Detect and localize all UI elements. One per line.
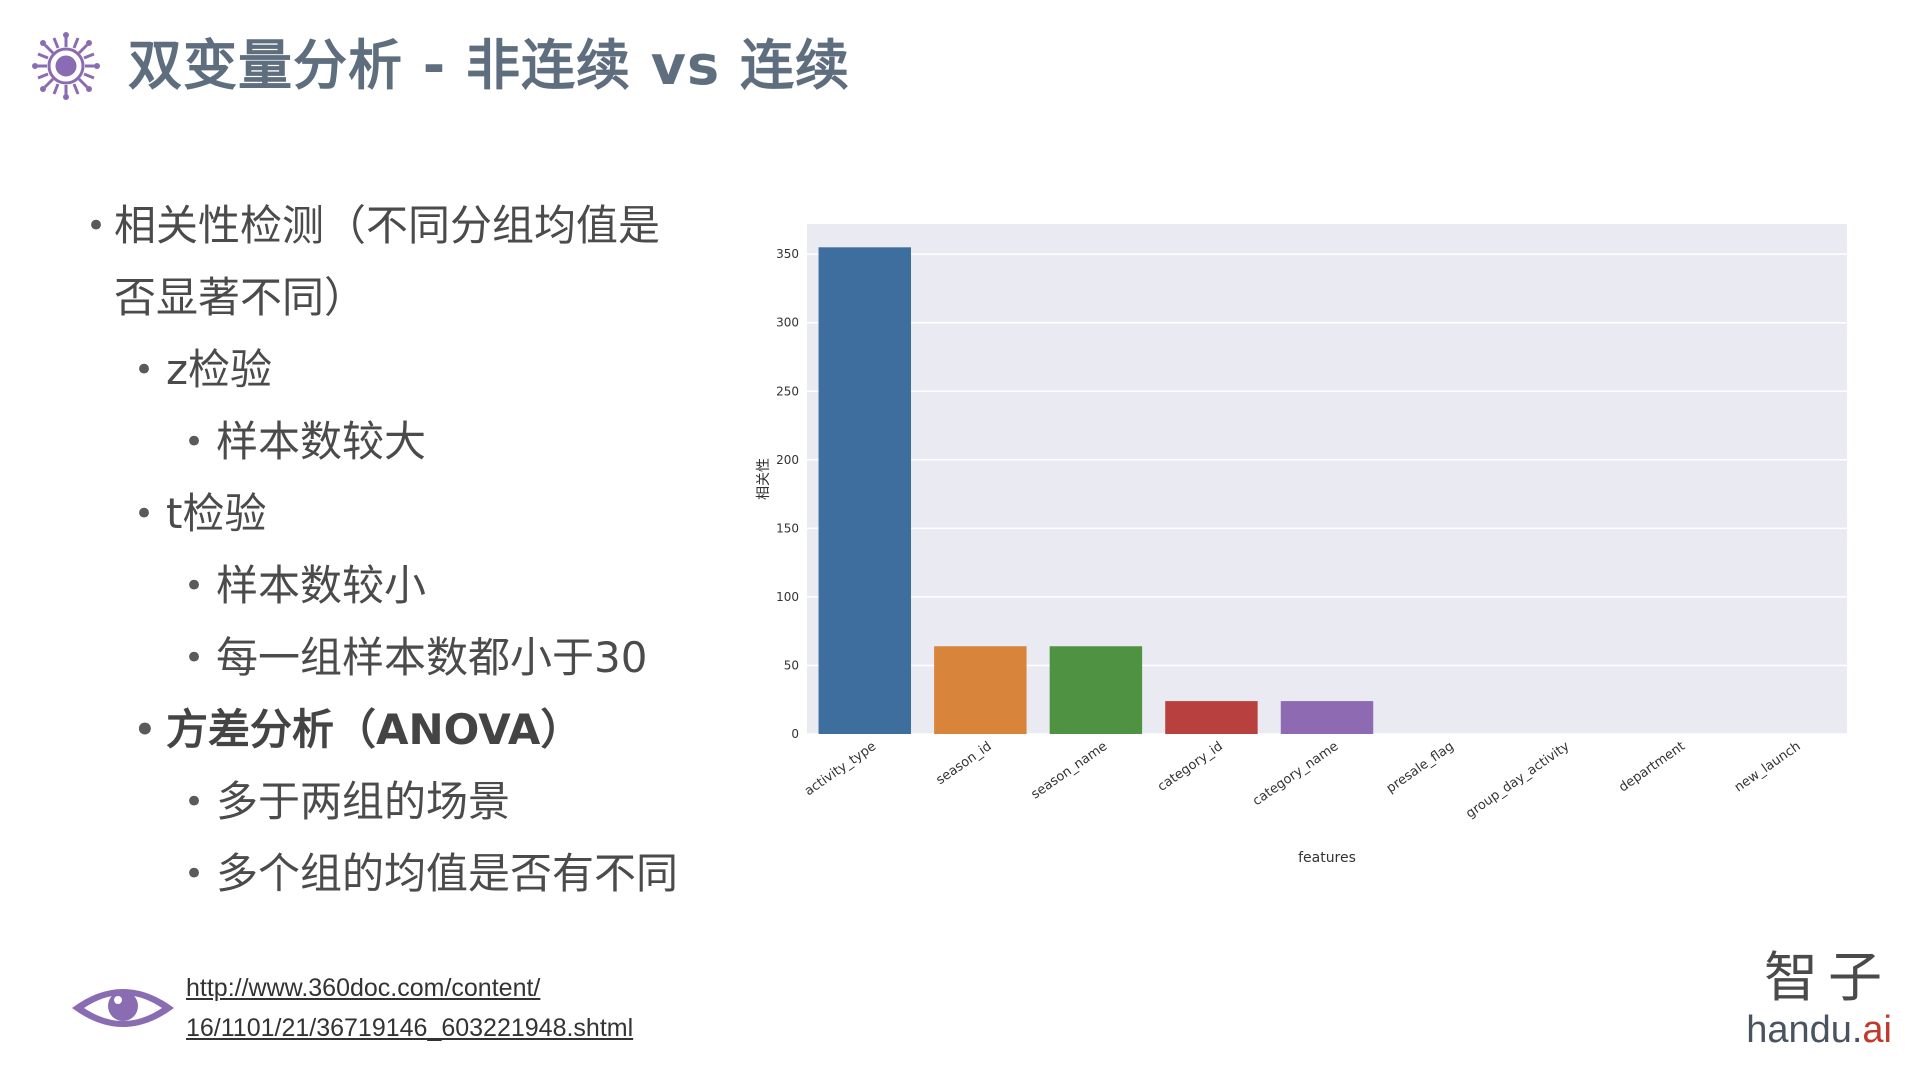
- x-tick-label: presale_flag: [1384, 739, 1457, 796]
- x-tick-label: group_day_activity: [1463, 739, 1572, 822]
- logo-english-accent: ai: [1862, 1009, 1892, 1051]
- y-tick-label: 200: [776, 453, 799, 467]
- y-tick-label: 100: [776, 590, 799, 604]
- logo: 智子 handu.ai: [1746, 948, 1892, 1052]
- x-tick-label: department: [1616, 739, 1688, 795]
- reference-link[interactable]: http://www.360doc.com/content/ 16/1101/2…: [186, 968, 633, 1048]
- y-tick-labels: 0 50 100 150 200 250 300 350: [776, 247, 799, 741]
- logo-english-main: handu.: [1746, 1009, 1863, 1051]
- y-tick-label: 250: [776, 384, 799, 398]
- bar-category-id: [1165, 701, 1258, 734]
- x-tick-label: season_name: [1029, 739, 1111, 802]
- bar-category-name: [1280, 701, 1374, 734]
- x-tick-label: activity_type: [802, 739, 879, 799]
- bullet-list: 相关性检测（不同分组均值是 否显著不同） z检验 样本数较大 t检验 样本数较小…: [82, 190, 702, 910]
- x-tick-label: season_id: [934, 739, 995, 788]
- y-axis-label: 相关性: [756, 458, 772, 500]
- x-tick-label: category_name: [1250, 739, 1341, 809]
- y-tick-label: 50: [784, 658, 799, 672]
- x-tick-label: category_id: [1155, 739, 1226, 795]
- bullet-t-test: t检验: [82, 478, 702, 550]
- bars: [818, 247, 1374, 734]
- bar-season-name: [1049, 646, 1143, 734]
- bullet-text-continued: 否显著不同）: [114, 273, 367, 322]
- bullet-z-test: z检验: [82, 334, 702, 406]
- y-tick-label: 300: [776, 316, 799, 330]
- bullet-t-test-detail-1: 样本数较小: [82, 550, 702, 622]
- bullet-text: 相关性检测（不同分组均值是: [114, 201, 661, 250]
- bullet-correlation-test: 相关性检测（不同分组均值是 否显著不同）: [82, 190, 702, 334]
- correlation-bar-chart: 0 50 100 150 200 250 300 350 activity_type seaso…: [756, 224, 1847, 866]
- x-tick-labels: activity_type season_id season_name categor…: [802, 739, 1803, 822]
- virus-gear-icon: [32, 32, 100, 100]
- reference-link-line-2[interactable]: 16/1101/21/36719146_603221948.shtml: [186, 1014, 634, 1042]
- bullet-t-test-detail-2: 每一组样本数都小于30: [82, 622, 702, 694]
- bullet-anova-detail-2: 多个组的均值是否有不同: [82, 838, 702, 910]
- x-tick-label: new_launch: [1732, 739, 1804, 795]
- bar-activity-type: [818, 247, 911, 734]
- bullet-anova-detail-1: 多于两组的场景: [82, 766, 702, 838]
- eye-icon: [72, 989, 174, 1027]
- y-tick-label: 350: [776, 247, 799, 261]
- bullet-z-test-detail: 样本数较大: [82, 406, 702, 478]
- logo-english: handu.ai: [1746, 1008, 1892, 1052]
- bullet-anova: 方差分析（ANOVA）: [82, 694, 702, 766]
- bar-season-id: [934, 646, 1027, 734]
- x-axis-label: features: [1298, 850, 1356, 866]
- y-tick-label: 150: [776, 521, 799, 535]
- y-tick-label: 0: [791, 727, 799, 741]
- page-title: 双变量分析 - 非连续 vs 连续: [128, 34, 850, 97]
- reference-link-line-1[interactable]: http://www.360doc.com/content/: [186, 974, 541, 1002]
- logo-chinese: 智子: [1764, 946, 1892, 1009]
